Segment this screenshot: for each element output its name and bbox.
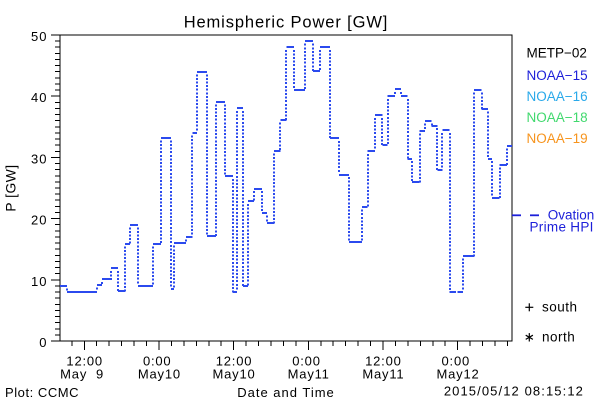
svg-text:May11: May11 [362, 367, 404, 382]
svg-text:May10: May10 [138, 367, 181, 382]
svg-text:12:00: 12:00 [66, 354, 103, 369]
svg-text:north: north [542, 330, 575, 345]
svg-text:30: 30 [31, 151, 47, 166]
svg-text:20: 20 [31, 213, 47, 228]
svg-text:May 9: May 9 [60, 367, 104, 382]
svg-text:NOAA−15: NOAA−15 [527, 68, 588, 83]
svg-text:10: 10 [31, 274, 47, 289]
svg-text:NOAA−19: NOAA−19 [527, 131, 588, 146]
svg-text:May10: May10 [212, 367, 255, 382]
svg-text:NOAA−18: NOAA−18 [527, 110, 588, 125]
svg-text:May11: May11 [288, 367, 330, 382]
svg-text:Plot: CCMC: Plot: CCMC [5, 385, 79, 400]
svg-text:0:00: 0:00 [143, 354, 172, 369]
svg-text:2015/05/12 08:15:12: 2015/05/12 08:15:12 [444, 384, 584, 399]
svg-text:METP−02: METP−02 [527, 45, 587, 60]
svg-text:south: south [542, 300, 578, 315]
svg-text:50: 50 [31, 29, 47, 44]
svg-text:Date and Time: Date and Time [237, 385, 335, 400]
svg-text:0: 0 [39, 335, 47, 350]
svg-text:Hemispheric Power [GW]: Hemispheric Power [GW] [184, 14, 389, 32]
svg-text:0:00: 0:00 [442, 354, 471, 369]
svg-text:May12: May12 [436, 367, 479, 382]
svg-text:Ovation: Ovation [548, 208, 595, 223]
svg-text:P [GW]: P [GW] [4, 164, 19, 211]
svg-text:12:00: 12:00 [216, 354, 253, 369]
svg-text:0:00: 0:00 [292, 354, 321, 369]
svg-text:Prime HPI: Prime HPI [530, 220, 594, 235]
svg-text:NOAA−16: NOAA−16 [527, 89, 588, 104]
svg-text:12:00: 12:00 [365, 354, 402, 369]
svg-text:40: 40 [31, 90, 47, 105]
